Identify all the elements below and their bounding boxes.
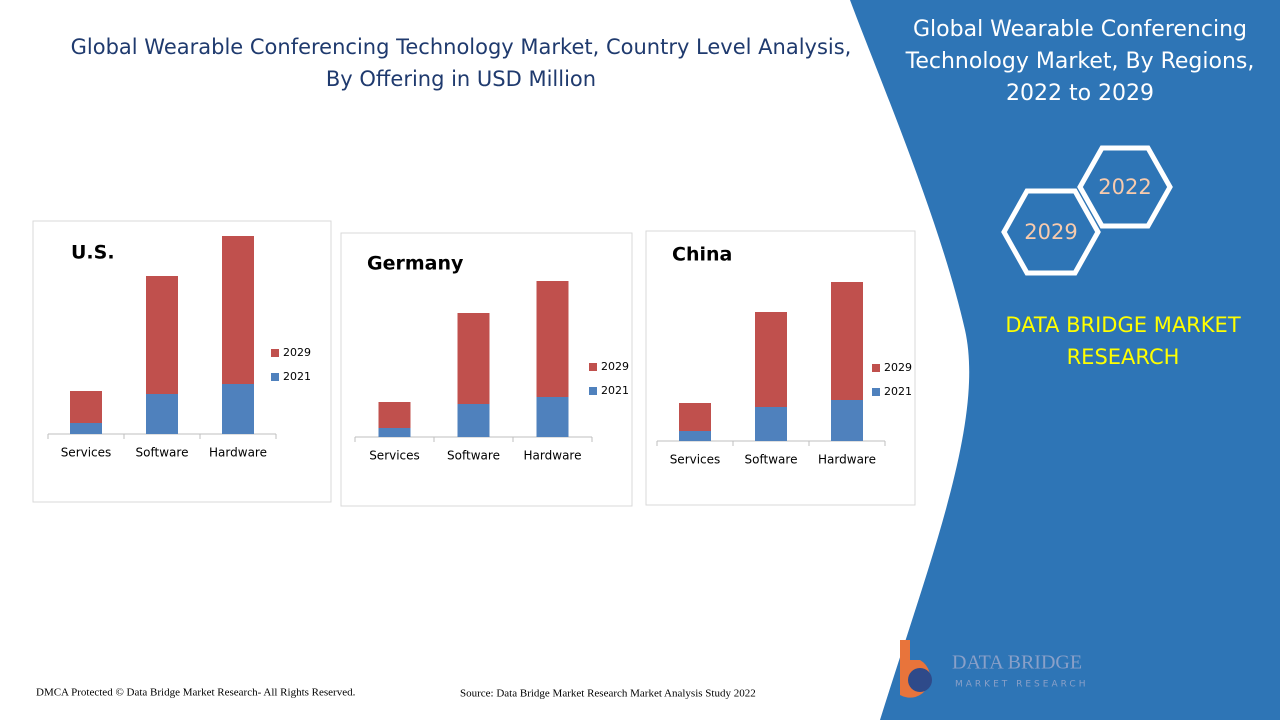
- hexagon: [1001, 188, 1101, 276]
- bar-segment: [457, 404, 490, 437]
- legend-label: 2021: [884, 385, 912, 398]
- legend-label: 2029: [601, 360, 629, 373]
- chart-title: China: [672, 244, 732, 266]
- legend-swatch: [589, 363, 597, 371]
- x-tick-label: Software: [447, 449, 500, 463]
- bar-segment: [536, 281, 569, 397]
- legend-label: 2029: [884, 361, 912, 374]
- chart-frame: [32, 220, 332, 503]
- bar-segment: [146, 394, 178, 434]
- bar-segment: [457, 313, 490, 404]
- bar-segment: [70, 423, 102, 434]
- legend-swatch: [872, 364, 880, 372]
- bar-segment: [536, 397, 569, 437]
- hex-label: 2029: [1024, 220, 1077, 244]
- x-tick-label: Hardware: [524, 449, 582, 463]
- bar-segment: [378, 428, 411, 437]
- chart-title: U.S.: [71, 242, 115, 264]
- bar-segment: [679, 403, 711, 431]
- side-panel: [850, 0, 1280, 720]
- x-tick-label: Hardware: [209, 446, 267, 460]
- x-tick-label: Services: [670, 453, 721, 467]
- bar-segment: [222, 236, 254, 384]
- bar-segment: [70, 391, 102, 423]
- legend-swatch: [271, 349, 279, 357]
- legend-swatch: [589, 387, 597, 395]
- bar-segment: [222, 384, 254, 434]
- logo-name: DATA BRIDGE: [952, 652, 1082, 674]
- x-tick-label: Software: [745, 453, 798, 467]
- bar-segment: [378, 402, 411, 428]
- brand: RESEARCH: [1067, 345, 1180, 369]
- logo-mark: [908, 668, 932, 692]
- legend-label: 2021: [601, 384, 629, 397]
- bar-segment: [831, 400, 863, 441]
- title: By Offering in USD Million: [326, 67, 596, 91]
- x-tick-label: Services: [61, 446, 112, 460]
- hexagon: [1077, 145, 1173, 229]
- side-title: 2022 to 2029: [1006, 81, 1154, 106]
- title: Global Wearable Conferencing Technology …: [71, 35, 852, 59]
- x-tick-label: Hardware: [818, 453, 876, 467]
- copyright: DMCA Protected © Data Bridge Market Rese…: [36, 687, 356, 699]
- bar-segment: [679, 431, 711, 441]
- bar-segment: [755, 407, 787, 441]
- bar-segment: [755, 312, 787, 407]
- brand: DATA BRIDGE MARKET: [1005, 313, 1240, 337]
- source: Source: Data Bridge Market Research Mark…: [460, 688, 756, 700]
- legend-swatch: [271, 373, 279, 381]
- side-title: Global Wearable Conferencing: [913, 17, 1247, 42]
- chart-title: Germany: [367, 253, 464, 275]
- legend-label: 2021: [283, 370, 311, 383]
- logo-tagline: MARKET RESEARCH: [955, 680, 1088, 690]
- legend-swatch: [872, 388, 880, 396]
- x-tick-label: Services: [369, 449, 420, 463]
- side-title: Technology Market, By Regions,: [905, 49, 1255, 74]
- bar-segment: [831, 282, 863, 400]
- x-tick-label: Software: [136, 446, 189, 460]
- legend-label: 2029: [283, 346, 311, 359]
- bar-segment: [146, 276, 178, 394]
- hex-label: 2022: [1098, 175, 1151, 199]
